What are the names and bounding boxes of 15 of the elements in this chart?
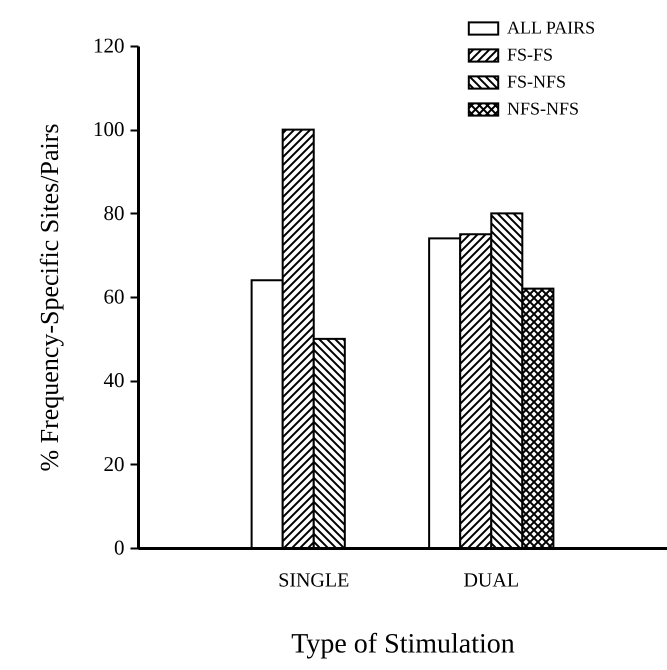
y-tick-label: 0 [114,536,124,560]
y-tick-label: 120 [93,34,124,58]
y-tick-label: 60 [104,284,124,308]
y-tick-label: 40 [104,368,124,392]
y-tick-label: 20 [104,452,124,476]
x-axis-title: Type of Stimulation [291,628,515,660]
legend-label: ALL PAIRS [507,18,596,38]
y-tick-label: 100 [93,117,124,142]
x-tick-label: DUAL [463,570,520,592]
y-axis-title: % Frequency-Specific Sites/Pairs [35,123,64,472]
x-tick-label: SINGLE [278,570,350,592]
legend-label: FS-FS [507,44,554,64]
y-tick-label: 80 [104,200,124,225]
legend-label: NFS-NFS [507,98,580,118]
legend-label: FS-NFS [507,72,566,92]
